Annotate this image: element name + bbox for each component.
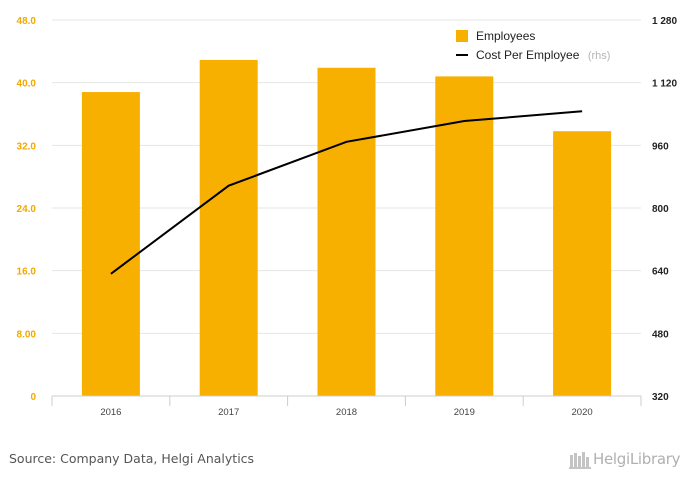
y-right-tick-label: 960	[652, 141, 669, 152]
x-tick-label: 2018	[336, 407, 357, 418]
y-right-tick-label: 480	[652, 329, 669, 340]
y-right-tick-label: 640	[652, 267, 669, 278]
y-left-tick-label: 24.0	[17, 204, 37, 215]
bar-employees-2018	[317, 67, 376, 397]
y-left-tick-label: 32.0	[17, 141, 37, 152]
helgi-library-logo[interactable]: HelgiLibrary	[569, 448, 681, 470]
y-right-tick-label: 1 280	[652, 16, 677, 27]
legend-label-cost-per-employee: Cost Per Employee (rhs)	[476, 46, 610, 63]
line-series	[110, 110, 583, 275]
bar-employees-2020	[553, 131, 612, 396]
y-left-tick-label: 0	[30, 392, 36, 403]
legend-swatch-employees	[456, 30, 468, 42]
y-left-tick-label: 48.0	[17, 16, 37, 27]
x-tick-label: 2020	[572, 407, 593, 418]
legend: Employees Cost Per Employee (rhs)	[456, 29, 610, 63]
bars	[81, 59, 612, 397]
library-icon	[569, 452, 591, 469]
x-tick-label: 2017	[218, 407, 239, 418]
logo-text: HelgiLibrary	[593, 450, 681, 468]
legend-label-employees: Employees	[476, 29, 535, 43]
axes: 0 8.00 16.0 24.0 32.0 40.0 48.0 320 480 640 800 960…	[17, 16, 678, 418]
y-left-tick-label: 40.0	[17, 79, 37, 90]
bar-employees-2016	[81, 92, 140, 397]
source-note: Source: Company Data, Helgi Analytics	[9, 451, 255, 466]
y-right-tick-label: 320	[652, 392, 669, 403]
x-tick-label: 2019	[454, 407, 475, 418]
x-tick-label: 2016	[100, 407, 121, 418]
y-left-tick-label: 16.0	[17, 267, 37, 278]
bar-employees-2019	[435, 76, 494, 397]
y-left-tick-label: 8.00	[17, 329, 37, 340]
y-right-tick-label: 1 120	[652, 79, 677, 90]
bar-employees-2017	[199, 59, 258, 396]
y-right-tick-label: 800	[652, 204, 669, 215]
